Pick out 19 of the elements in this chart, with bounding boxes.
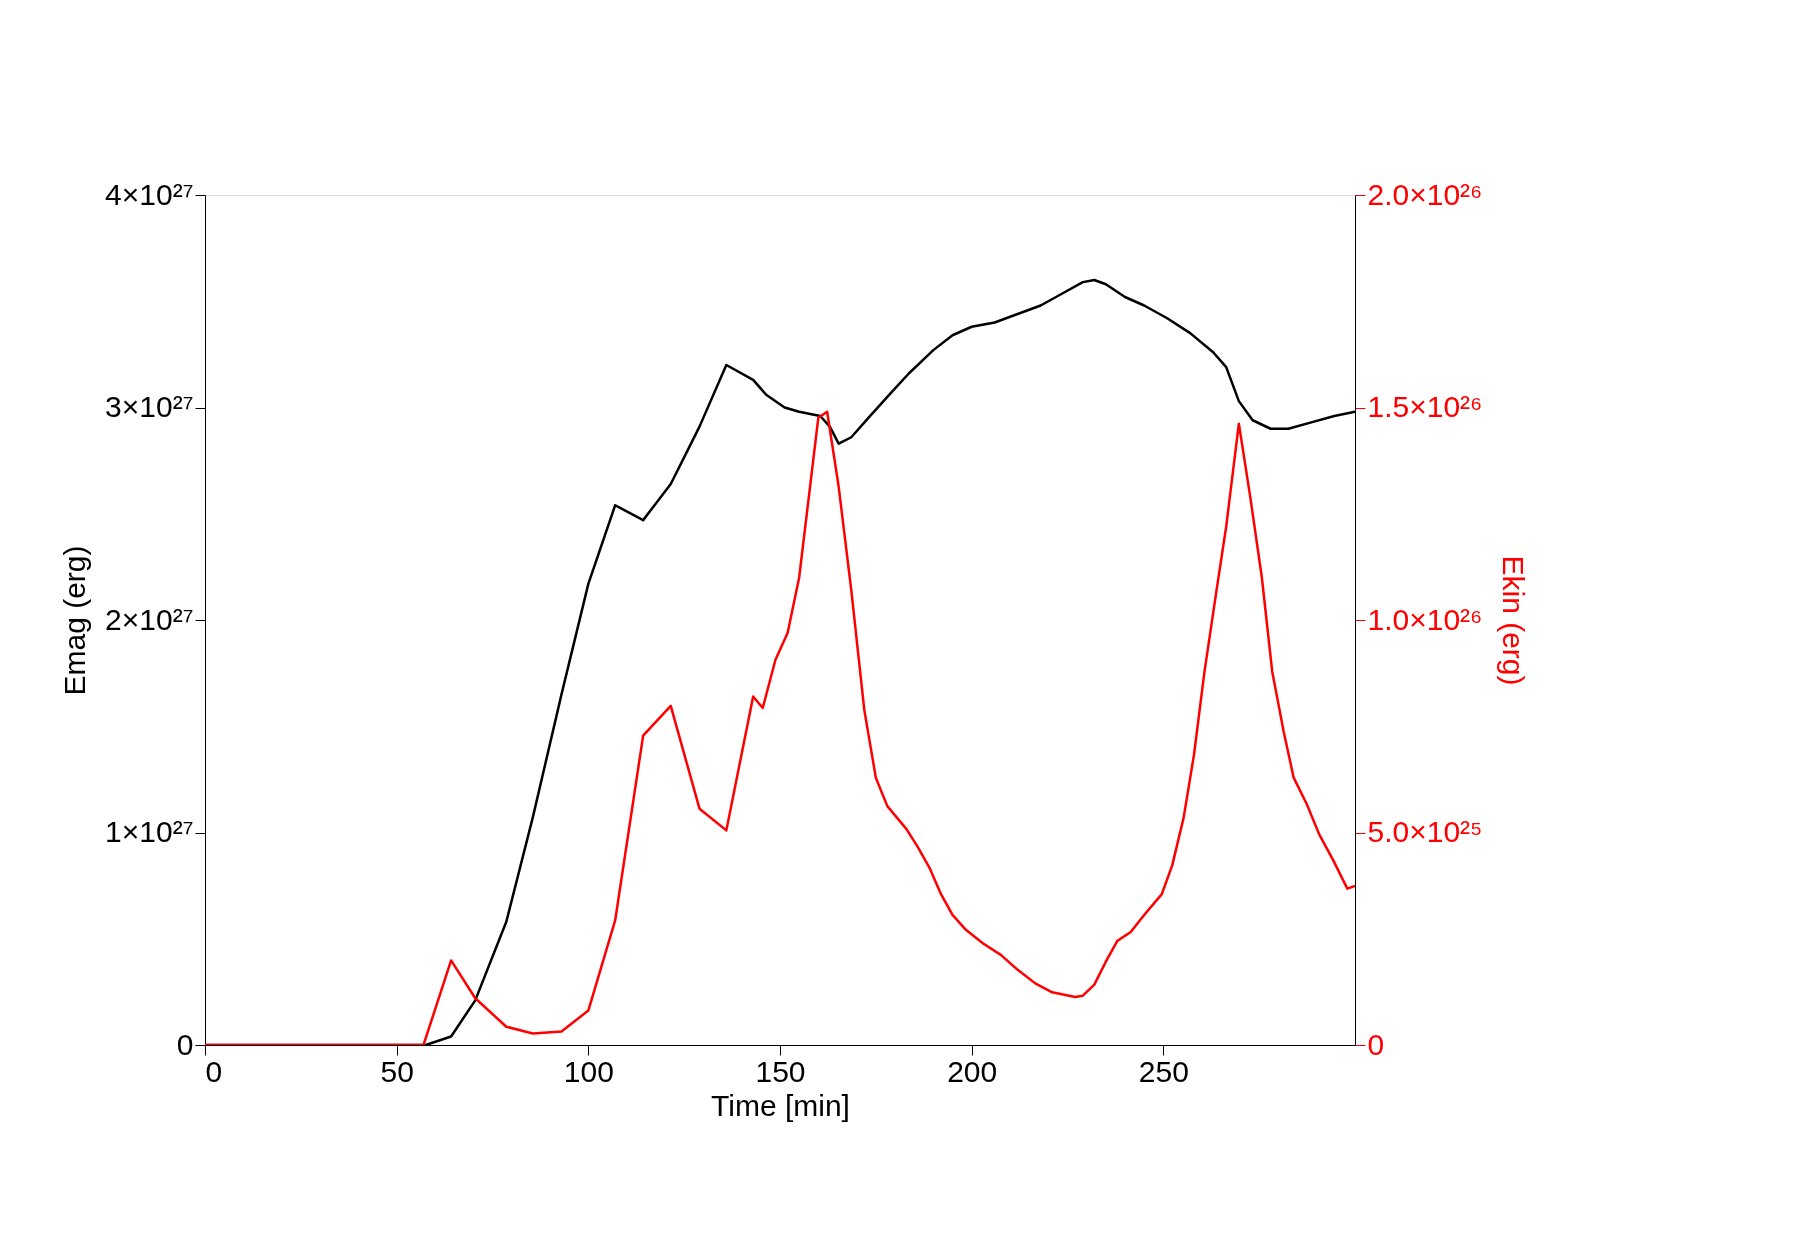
x-tick-label: 100 xyxy=(563,1054,614,1088)
y2-tick-label: 1.5×10²⁶ xyxy=(1367,390,1483,423)
y2-tick-label: 2.0×10²⁶ xyxy=(1367,177,1483,211)
y-axis-title: Emag (erg) xyxy=(58,545,92,696)
x-tick-label: 150 xyxy=(755,1054,806,1088)
y2-tick-label: 1.0×10²⁶ xyxy=(1367,602,1483,636)
y2-tick-label: 5.0×10²⁵ xyxy=(1367,815,1483,848)
x-tick-label: 200 xyxy=(947,1054,998,1088)
y-tick-label: 3×10²⁷ xyxy=(105,390,194,423)
y-tick-label: 4×10²⁷ xyxy=(105,177,194,211)
x-tick-label: 0 xyxy=(205,1054,223,1088)
y2-tick-label: 0 xyxy=(1367,1027,1385,1061)
y2-axis-title: Ekin (erg) xyxy=(1496,555,1530,686)
x-tick-label: 50 xyxy=(380,1054,414,1088)
y-tick-label: 0 xyxy=(176,1027,194,1061)
y-tick-label: 2×10²⁷ xyxy=(105,602,194,636)
x-axis-title: Time [min] xyxy=(711,1088,850,1122)
x-tick-label: 250 xyxy=(1138,1054,1189,1088)
y-tick-label: 1×10²⁷ xyxy=(105,815,194,848)
